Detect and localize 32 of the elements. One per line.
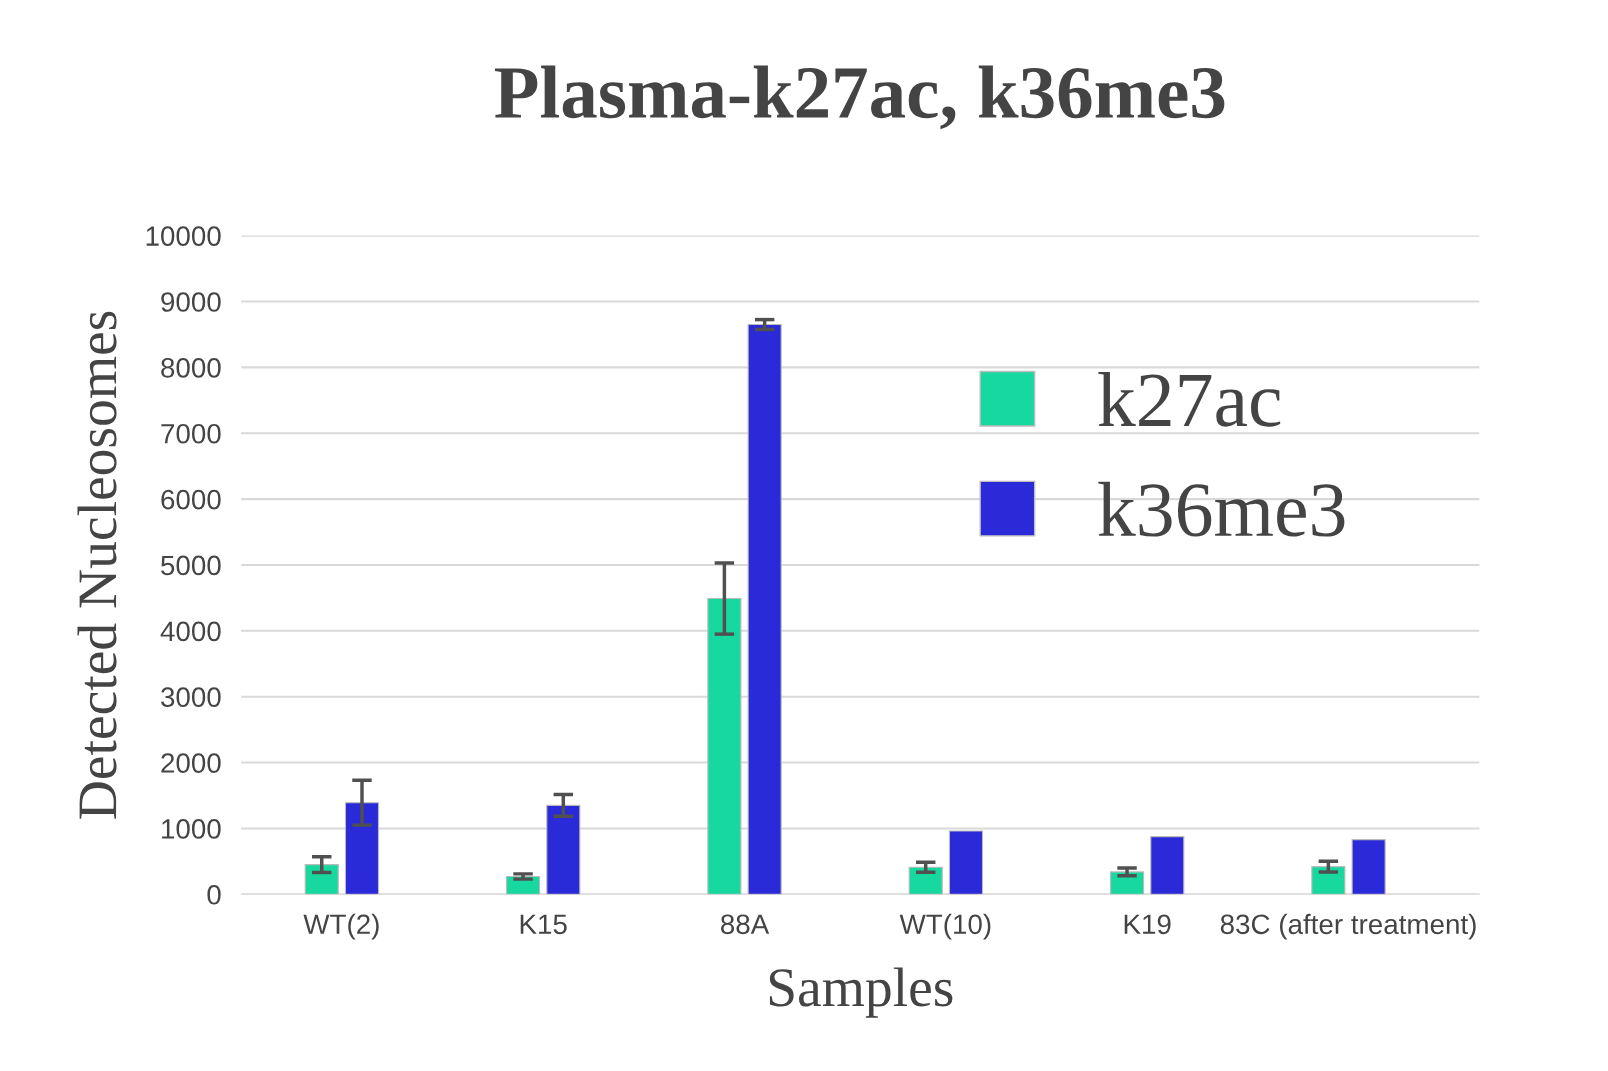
- bar: [1150, 836, 1185, 895]
- x-tick-label: 83C (after treatment): [1220, 913, 1476, 940]
- bar: [747, 323, 782, 895]
- x-axis-title: Samples: [769, 967, 953, 1018]
- y-tick-label: 5000: [161, 555, 221, 576]
- y-tick-label: 10000: [146, 226, 221, 246]
- y-tick-label: 6000: [161, 489, 221, 510]
- x-tick-label: WT(2): [303, 913, 379, 940]
- y-tick-label: 2000: [161, 753, 221, 773]
- y-tick-label: 9000: [161, 292, 221, 312]
- x-tick-label: WT(10): [899, 913, 991, 940]
- legend-label: k27ac: [1098, 371, 1281, 427]
- bar: [1351, 839, 1386, 895]
- chart-title: Plasma-k27ac, k36me3: [494, 65, 1225, 130]
- y-tick-label: 7000: [161, 423, 221, 444]
- y-tick-label: 3000: [161, 687, 221, 708]
- x-tick-label: K19: [1124, 914, 1171, 935]
- y-tick-label: 1000: [162, 819, 221, 839]
- x-tick-label: K15: [520, 914, 567, 935]
- bar: [707, 597, 742, 895]
- bar: [908, 866, 943, 895]
- y-tick-label: 0: [207, 884, 221, 905]
- bar: [304, 864, 339, 895]
- bar: [546, 804, 581, 895]
- y-tick-label: 8000: [161, 358, 221, 378]
- bar: [948, 830, 984, 895]
- y-tick-label: 4000: [160, 621, 221, 642]
- legend-label: k36me3: [1098, 481, 1345, 537]
- x-tick-label: 88A: [721, 914, 770, 935]
- bar: [344, 802, 380, 895]
- bar: [1311, 866, 1346, 895]
- y-axis-title: Detected Nucleosomes: [77, 311, 117, 819]
